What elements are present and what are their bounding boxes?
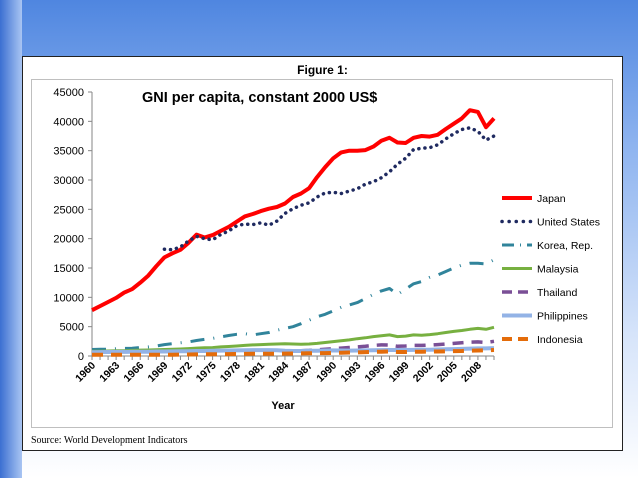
legend-label-indonesia: Indonesia <box>537 334 583 346</box>
legend-label-thailand: Thailand <box>537 287 577 299</box>
x-tick-label: 1975 <box>194 360 219 385</box>
x-tick-label: 2002 <box>411 360 436 385</box>
series-line-japan <box>91 108 496 312</box>
y-tick-label: 25000 <box>53 204 84 216</box>
x-tick-label: 1996 <box>363 360 388 385</box>
line-chart: 0 5000 10000 15000 20000 25000 30000 35000 40000… <box>53 87 600 412</box>
y-tick-label: 35000 <box>53 146 84 158</box>
y-tick-label: 20000 <box>53 234 84 246</box>
x-tick-label: 1963 <box>97 360 122 385</box>
series-line-indonesia <box>92 348 495 357</box>
source-note: Source: World Development Indicators <box>31 435 188 446</box>
x-tick-label: 1981 <box>242 360 267 385</box>
series-line-korea-rep <box>91 258 495 351</box>
y-tick-label: 10000 <box>53 292 84 304</box>
y-tick-label: 5000 <box>60 322 84 334</box>
slide-background <box>0 0 22 478</box>
legend-label-philippines: Philippines <box>537 311 588 323</box>
x-tick-label: 1990 <box>314 360 339 385</box>
x-tick-label: 2005 <box>435 360 460 385</box>
x-axis-title: Year <box>271 400 295 412</box>
y-tick-label: 15000 <box>53 263 84 275</box>
y-tick-label: 45000 <box>53 87 84 99</box>
y-tick-label: 40000 <box>53 116 84 128</box>
legend-label-korea-rep: Korea, Rep. <box>537 240 593 252</box>
legend-label-united-states: United States <box>537 217 600 229</box>
chart-title: GNI per capita, constant 2000 US$ <box>142 90 377 106</box>
legend-label-japan: Japan <box>537 193 566 205</box>
x-tick-label: 1972 <box>170 360 195 385</box>
legend-label-malaysia: Malaysia <box>537 264 579 276</box>
figure-panel: Figure 1: 0 5000 10000 15000 20000 25000 30000… <box>22 56 623 451</box>
x-tick-label: 1987 <box>290 360 315 385</box>
series-line-united-states <box>162 126 496 252</box>
x-tick-label: 1984 <box>266 360 291 385</box>
x-tick-label: 1999 <box>387 360 412 385</box>
chart-frame: 0 5000 10000 15000 20000 25000 30000 35000 40000… <box>31 79 613 428</box>
x-tick-label: 1978 <box>218 360 243 385</box>
series-line-philippines <box>91 346 495 355</box>
x-tick-label: 1960 <box>73 360 98 385</box>
x-tick-label: 1993 <box>338 360 363 385</box>
x-tick-label: 1966 <box>121 360 146 385</box>
figure-label: Figure 1: <box>297 63 348 77</box>
y-tick-label: 30000 <box>53 175 84 187</box>
x-tick-label: 2008 <box>459 360 484 385</box>
y-tick-label: 0 <box>78 351 84 363</box>
x-tick-label: 1969 <box>145 360 170 385</box>
